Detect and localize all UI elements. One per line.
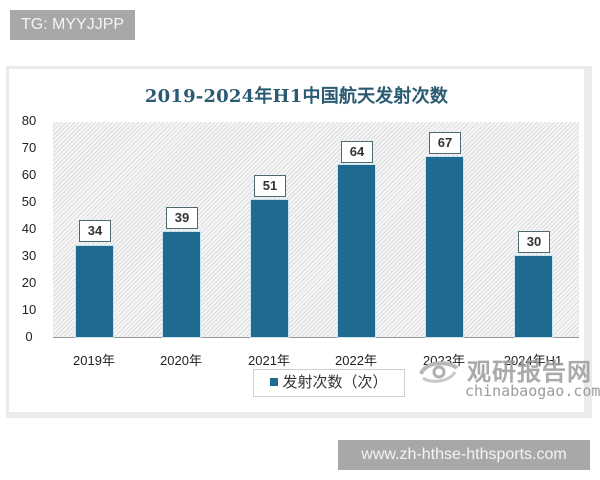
bar-2024h1 xyxy=(515,256,552,337)
legend-label: 发射次数（次） xyxy=(282,374,388,391)
x-tick-2024h1: 2024年H1 xyxy=(503,353,563,368)
plot-area xyxy=(53,122,579,337)
bar-2023 xyxy=(426,157,463,337)
chart-title: 2019-2024年H1中国航天发射次数 xyxy=(144,86,449,107)
watermark-en-text: chinabaogao.com xyxy=(465,382,600,400)
top-watermark-tag: TG: MYYJJPP xyxy=(10,10,135,40)
bottom-watermark-tag: www.zh-hthse-hthsports.com xyxy=(338,440,590,470)
y-tick-0: 0 xyxy=(25,329,33,344)
x-axis-line xyxy=(53,337,579,338)
y-tick-70: 70 xyxy=(21,140,37,155)
y-tick-80: 80 xyxy=(21,113,37,128)
bar-2021 xyxy=(251,200,288,337)
y-tick-40: 40 xyxy=(21,221,37,236)
chinabaogao-watermark: 观研报告网 chinabaogao.com xyxy=(417,352,600,402)
chart-legend: 发射次数（次） xyxy=(253,369,405,397)
data-label-2024h1: 30 xyxy=(518,231,550,253)
x-tick-2022: 2022年 xyxy=(335,353,377,368)
data-label-2019: 34 xyxy=(79,220,111,242)
y-tick-10: 10 xyxy=(21,302,37,317)
bar-2019 xyxy=(76,246,113,337)
x-tick-2019: 2019年 xyxy=(73,353,115,368)
chinabaogao-logo-icon xyxy=(419,361,459,383)
chart-card: 2019-2024年H1中国航天发射次数 80 70 60 50 40 30 2… xyxy=(9,69,600,412)
data-label-2020: 39 xyxy=(166,207,198,229)
legend-swatch-icon xyxy=(270,378,279,386)
data-label-2023: 67 xyxy=(429,132,461,154)
data-label-2021: 51 xyxy=(254,175,286,197)
y-tick-60: 60 xyxy=(21,167,37,182)
data-label-2022: 64 xyxy=(341,141,373,163)
x-tick-2020: 2020年 xyxy=(160,353,202,368)
y-tick-50: 50 xyxy=(21,194,37,209)
bar-2020 xyxy=(163,232,200,337)
chart-frame: 2019-2024年H1中国航天发射次数 80 70 60 50 40 30 2… xyxy=(6,66,600,418)
bar-2022 xyxy=(338,165,375,337)
x-tick-2021: 2021年 xyxy=(248,353,290,368)
y-tick-30: 30 xyxy=(21,248,37,263)
watermark-cn-text: 观研报告网 xyxy=(467,359,592,386)
y-tick-20: 20 xyxy=(21,275,37,290)
